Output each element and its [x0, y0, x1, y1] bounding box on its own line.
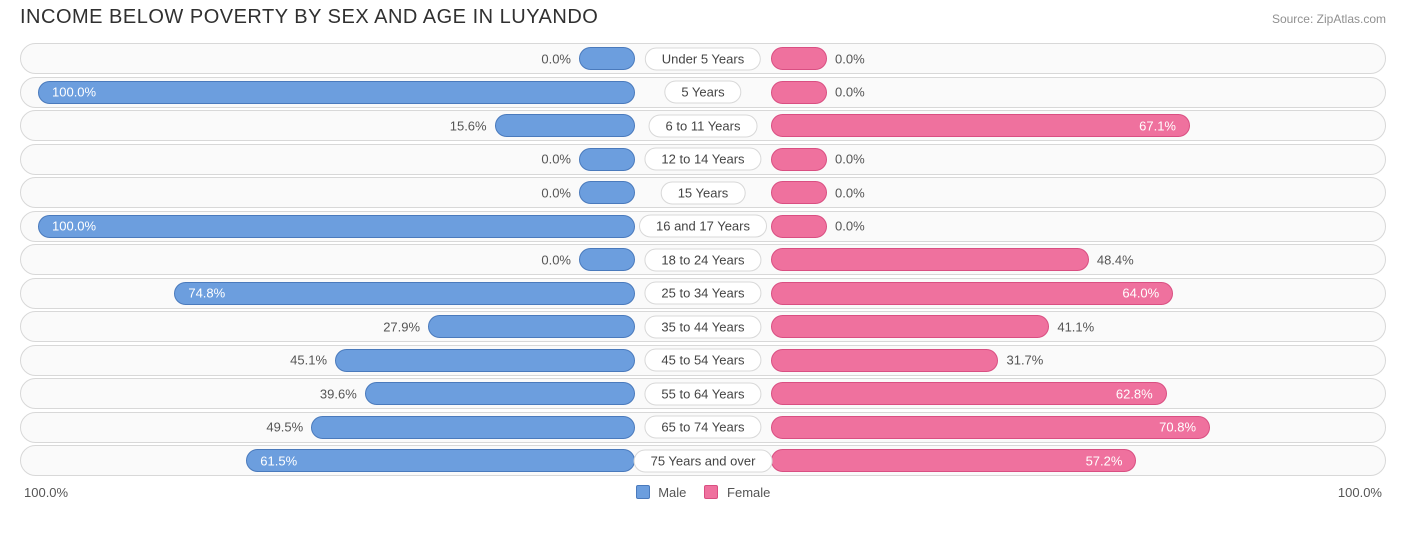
male-value: 0.0% — [541, 185, 571, 200]
female-value: 57.2% — [1086, 453, 1123, 468]
chart-row: 0.0% 0.0% Under 5 Years — [20, 43, 1386, 74]
category-label: 45 to 54 Years — [644, 349, 761, 372]
chart-row: 39.6% 62.8% 55 to 64 Years — [20, 378, 1386, 409]
category-label: 5 Years — [664, 81, 741, 104]
category-label: 6 to 11 Years — [649, 114, 758, 137]
male-value: 39.6% — [320, 386, 357, 401]
category-label: 35 to 44 Years — [644, 315, 761, 338]
axis-left-max: 100.0% — [24, 485, 68, 500]
chart-footer: 100.0% Male Female 100.0% — [0, 479, 1406, 500]
legend-male-swatch — [636, 485, 650, 499]
female-bar — [771, 349, 998, 372]
chart-row: 0.0% 0.0% 12 to 14 Years — [20, 144, 1386, 175]
female-value: 62.8% — [1116, 386, 1153, 401]
female-bar — [771, 47, 827, 70]
female-value: 41.1% — [1057, 319, 1094, 334]
category-label: Under 5 Years — [645, 47, 761, 70]
category-label: 16 and 17 Years — [639, 215, 767, 238]
female-bar — [771, 248, 1089, 271]
female-value: 0.0% — [835, 185, 865, 200]
male-value: 0.0% — [541, 51, 571, 66]
male-value: 100.0% — [52, 219, 96, 234]
axis-right-max: 100.0% — [1338, 485, 1382, 500]
chart-title: INCOME BELOW POVERTY BY SEX AND AGE IN L… — [20, 6, 598, 29]
male-value: 100.0% — [52, 85, 96, 100]
male-bar — [365, 382, 635, 405]
male-bar — [579, 248, 635, 271]
male-value: 0.0% — [541, 152, 571, 167]
legend-female-swatch — [704, 485, 718, 499]
male-value: 27.9% — [383, 319, 420, 334]
chart-row: 0.0% 0.0% 15 Years — [20, 177, 1386, 208]
female-value: 48.4% — [1097, 252, 1134, 267]
female-value: 0.0% — [835, 85, 865, 100]
legend: Male Female — [636, 485, 771, 500]
category-label: 25 to 34 Years — [644, 282, 761, 305]
female-value: 0.0% — [835, 219, 865, 234]
chart-row: 74.8% 64.0% 25 to 34 Years — [20, 278, 1386, 309]
chart-source: Source: ZipAtlas.com — [1272, 12, 1386, 26]
male-bar — [579, 181, 635, 204]
male-bar — [246, 449, 635, 472]
male-value: 74.8% — [188, 286, 225, 301]
male-bar — [38, 81, 635, 104]
male-value: 15.6% — [450, 118, 487, 133]
male-value: 0.0% — [541, 252, 571, 267]
chart-row: 61.5% 57.2% 75 Years and over — [20, 445, 1386, 476]
chart-row: 0.0% 48.4% 18 to 24 Years — [20, 244, 1386, 275]
category-label: 18 to 24 Years — [644, 248, 761, 271]
chart-row: 15.6% 67.1% 6 to 11 Years — [20, 110, 1386, 141]
male-bar — [428, 315, 635, 338]
male-bar — [38, 215, 635, 238]
female-bar — [771, 282, 1173, 305]
female-bar — [771, 114, 1190, 137]
female-bar — [771, 81, 827, 104]
female-bar — [771, 382, 1167, 405]
category-label: 75 Years and over — [634, 449, 773, 472]
legend-male: Male — [636, 485, 687, 500]
female-value: 64.0% — [1122, 286, 1159, 301]
female-bar — [771, 416, 1210, 439]
female-bar — [771, 449, 1136, 472]
female-value: 67.1% — [1139, 118, 1176, 133]
category-label: 55 to 64 Years — [644, 382, 761, 405]
female-bar — [771, 315, 1049, 338]
chart-row: 45.1% 31.7% 45 to 54 Years — [20, 345, 1386, 376]
male-bar — [495, 114, 635, 137]
chart-header: INCOME BELOW POVERTY BY SEX AND AGE IN L… — [0, 0, 1406, 43]
chart-row: 49.5% 70.8% 65 to 74 Years — [20, 412, 1386, 443]
category-label: 65 to 74 Years — [644, 416, 761, 439]
legend-female: Female — [704, 485, 770, 500]
female-bar — [771, 181, 827, 204]
male-bar — [335, 349, 635, 372]
male-value: 49.5% — [266, 420, 303, 435]
legend-female-label: Female — [727, 485, 770, 500]
category-label: 12 to 14 Years — [644, 148, 761, 171]
female-value: 0.0% — [835, 51, 865, 66]
male-bar — [311, 416, 635, 439]
category-label: 15 Years — [661, 181, 746, 204]
male-value: 45.1% — [290, 353, 327, 368]
legend-male-label: Male — [658, 485, 686, 500]
male-bar — [579, 148, 635, 171]
male-bar — [174, 282, 635, 305]
male-value: 61.5% — [260, 453, 297, 468]
chart-row: 100.0% 0.0% 5 Years — [20, 77, 1386, 108]
chart-row: 27.9% 41.1% 35 to 44 Years — [20, 311, 1386, 342]
female-value: 31.7% — [1006, 353, 1043, 368]
female-bar — [771, 148, 827, 171]
chart-area: 0.0% 0.0% Under 5 Years 100.0% 0.0% 5 Years 15… — [0, 43, 1406, 476]
female-bar — [771, 215, 827, 238]
female-value: 0.0% — [835, 152, 865, 167]
male-bar — [579, 47, 635, 70]
chart-container: INCOME BELOW POVERTY BY SEX AND AGE IN L… — [0, 0, 1406, 559]
chart-row: 100.0% 0.0% 16 and 17 Years — [20, 211, 1386, 242]
female-value: 70.8% — [1159, 420, 1196, 435]
